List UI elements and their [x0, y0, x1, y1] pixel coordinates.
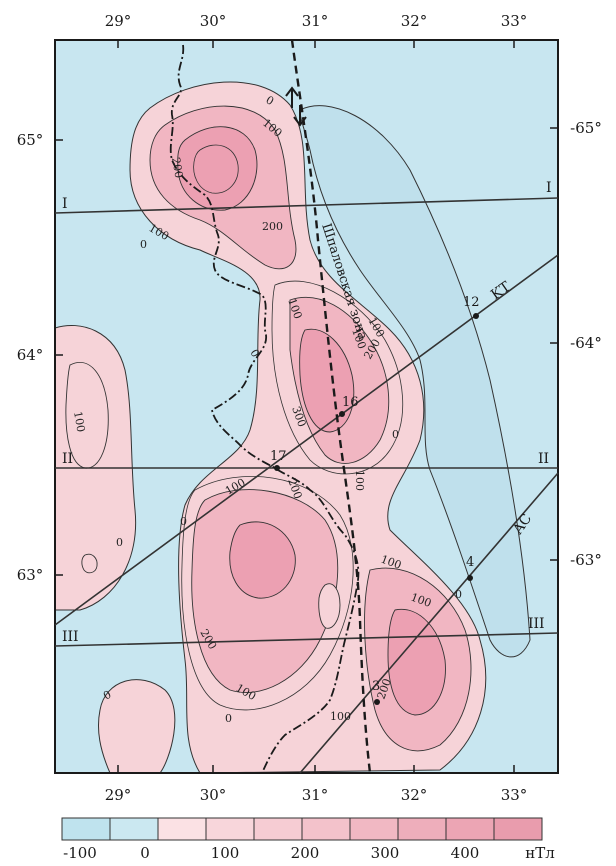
legend-swatch	[109, 817, 159, 841]
legend-tick: 300	[371, 844, 400, 862]
legend-swatch	[253, 817, 303, 841]
shpalov-zone-line	[290, 39, 372, 774]
svg-text:0: 0	[116, 536, 123, 549]
contour-high-north	[177, 126, 258, 211]
point-marker-16	[339, 411, 345, 417]
contour-high-center	[299, 328, 355, 433]
lat-tick-right: -64°	[570, 334, 602, 352]
legend-tick: 400	[451, 844, 480, 862]
point-marker-12	[473, 313, 479, 319]
contour-high-sw	[229, 521, 296, 599]
point-marker-3	[374, 699, 380, 705]
lon-tick-top: 32°	[401, 12, 428, 30]
profile-label-iii-right: III	[528, 616, 545, 632]
profile-label-i: I	[62, 196, 68, 212]
profile-label-ii: II	[62, 451, 73, 467]
state-border-line	[169, 44, 360, 774]
profile-label-i-right: I	[546, 180, 552, 196]
lon-tick-top: 31°	[302, 12, 329, 30]
contour-ring-left-small	[81, 553, 98, 574]
svg-text:100: 100	[330, 710, 351, 723]
contour-ring-sw-small	[318, 583, 341, 629]
zone-arrow-icon	[285, 86, 299, 108]
legend-tick: 200	[291, 844, 320, 862]
legend-unit: нТл	[525, 844, 555, 862]
point-label-16: 16	[342, 395, 359, 410]
point-label-12: 12	[463, 295, 480, 310]
lon-tick-top: 29°	[105, 12, 132, 30]
point-label-3: 3	[372, 679, 380, 694]
contour-ring-sw-outer	[181, 475, 354, 711]
legend-swatch	[445, 817, 495, 841]
svg-text:100: 100	[71, 410, 87, 433]
profile-line-i	[54, 197, 559, 214]
svg-text:0: 0	[180, 515, 187, 528]
frame-ticks	[55, 40, 558, 773]
svg-text:0: 0	[392, 428, 399, 441]
svg-text:0: 0	[225, 712, 232, 725]
lat-tick-left: 63°	[17, 566, 44, 584]
profile-label-iii: III	[62, 629, 79, 645]
lon-tick-bottom: 33°	[501, 786, 528, 804]
legend-tick: 0	[140, 844, 150, 862]
point-label-17: 17	[270, 449, 287, 464]
lon-tick-top: 33°	[501, 12, 528, 30]
svg-text:0: 0	[455, 588, 462, 601]
lat-tick-left: 64°	[17, 346, 44, 364]
legend-swatch	[61, 817, 111, 841]
svg-text:200: 200	[262, 220, 283, 233]
lon-tick-bottom: 31°	[302, 786, 329, 804]
map-frame	[54, 39, 559, 774]
legend-color-bar	[61, 817, 543, 841]
legend-swatch	[493, 817, 543, 841]
svg-text:200: 200	[169, 156, 185, 179]
profile-line-ac	[299, 472, 559, 774]
legend-swatch	[301, 817, 351, 841]
lat-tick-right: -63°	[570, 551, 602, 569]
profile-line-iii	[54, 632, 559, 647]
legend-swatch	[157, 817, 207, 841]
lat-tick-left: 65°	[17, 131, 44, 149]
lat-tick-right: -65°	[570, 119, 602, 137]
legend-swatch	[349, 817, 399, 841]
point-label-4: 4	[466, 555, 474, 570]
contour-ring-center-outer	[271, 280, 404, 475]
legend-swatch	[397, 817, 447, 841]
positive-anomaly-bottom	[97, 679, 176, 773]
contour-ring-north-inner	[193, 144, 239, 194]
zone-arrow-icon	[293, 105, 307, 127]
legend-swatch	[205, 817, 255, 841]
point-marker-17	[274, 465, 280, 471]
lon-tick-bottom: 32°	[401, 786, 428, 804]
lon-tick-top: 30°	[200, 12, 227, 30]
svg-text:0: 0	[140, 238, 147, 251]
lon-tick-bottom: 30°	[200, 786, 227, 804]
lon-tick-bottom: 29°	[105, 786, 132, 804]
legend-tick: -100	[63, 844, 97, 862]
point-marker-4	[467, 575, 473, 581]
svg-text:100: 100	[353, 470, 366, 491]
profile-label-ii-right: II	[538, 451, 549, 467]
legend-tick: 100	[211, 844, 240, 862]
negative-anomaly-east	[299, 105, 531, 658]
